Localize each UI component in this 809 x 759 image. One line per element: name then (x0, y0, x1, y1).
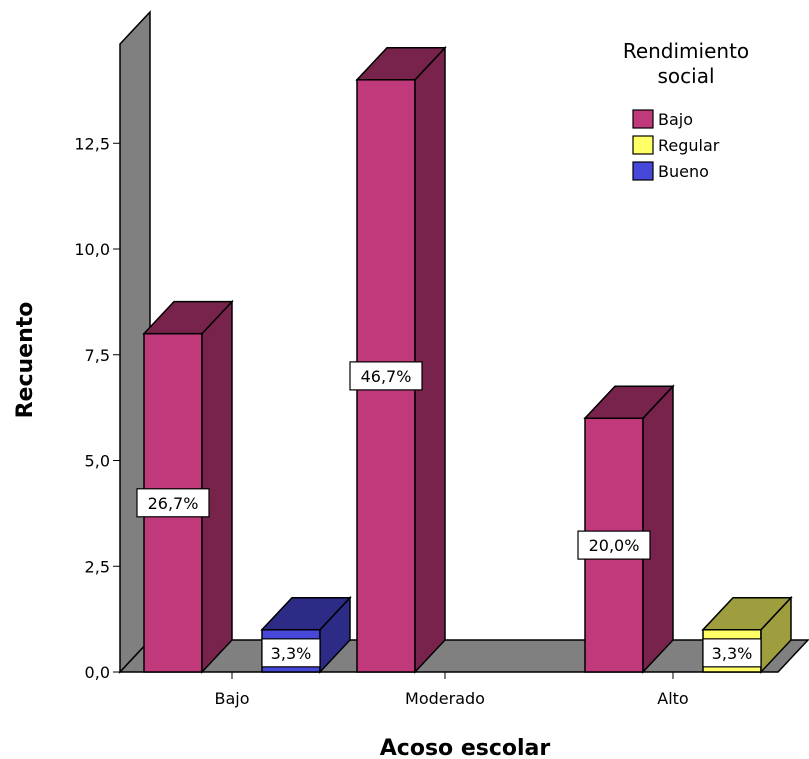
data-label-text: 26,7% (148, 494, 199, 513)
y-axis: 0,0 2,5 5,0 7,5 10,0 12,5 (74, 44, 121, 682)
x-tick-label: Moderado (405, 689, 485, 708)
data-label-text: 3,3% (271, 644, 312, 663)
data-label: 46,7% (349, 361, 423, 391)
data-label: 20,0% (577, 530, 651, 560)
x-axis: Bajo Moderado Alto (214, 672, 689, 708)
bar (583, 384, 675, 674)
legend-swatch (632, 135, 654, 155)
legend-swatch (632, 109, 654, 129)
data-label-text: 3,3% (712, 644, 753, 663)
bar-side (414, 45, 446, 674)
legend-title: social (657, 64, 714, 88)
y-tick-label: 5,0 (85, 452, 110, 471)
data-label-text: 46,7% (361, 367, 412, 386)
data-label-box (577, 530, 651, 560)
data-label-box (349, 361, 423, 391)
y-tick-label: 2,5 (85, 557, 110, 576)
data-label-box (136, 488, 210, 518)
bar-top (260, 596, 352, 631)
legend-item-label: Regular (658, 136, 720, 155)
data-label-text: 20,0% (589, 536, 640, 555)
back-wall (150, 12, 808, 640)
legend-item-label: Bueno (658, 162, 709, 181)
bar (355, 45, 447, 674)
bar-top (142, 300, 234, 335)
bar-side (201, 299, 233, 674)
data-label: 3,3% (261, 638, 321, 668)
data-label-box (702, 638, 762, 668)
y-tick-label: 7,5 (85, 346, 110, 365)
data-labels: 26,7% 3,3% 46,7% 20,0% 3,3% (136, 361, 762, 668)
bar-top (701, 596, 793, 631)
legend-title: Rendimiento (623, 39, 749, 63)
x-tick-label: Bajo (214, 689, 249, 708)
data-label: 26,7% (136, 488, 210, 518)
legend-swatch (632, 161, 654, 181)
bar (142, 299, 234, 674)
x-axis-title: Acoso escolar (380, 736, 551, 759)
bar-side (642, 384, 674, 674)
bar-top (355, 47, 447, 81)
data-label: 3,3% (702, 638, 762, 668)
y-axis-title: Recuento (13, 302, 38, 419)
y-tick-label: 10,0 (74, 240, 110, 259)
bar-top (583, 385, 675, 419)
y-tick-label: 12,5 (74, 134, 110, 153)
data-label-box (261, 638, 321, 668)
x-tick-label: Alto (657, 689, 688, 708)
y-tick-label: 0,0 (85, 663, 110, 682)
legend-item-label: Bajo (658, 110, 693, 129)
